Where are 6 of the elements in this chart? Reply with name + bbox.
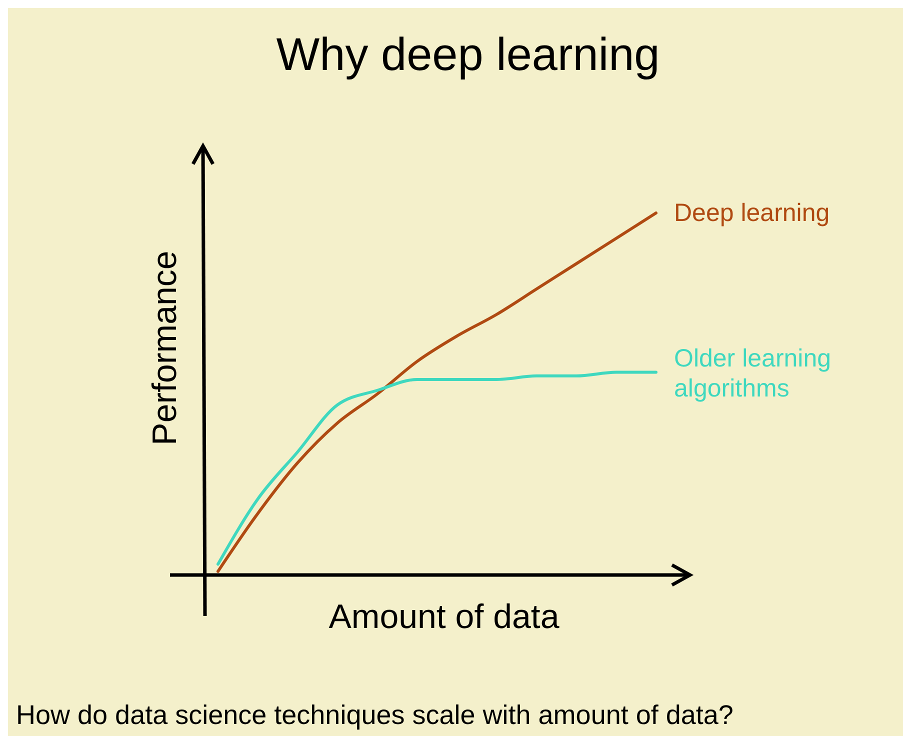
- series-label: Older learning algorithms: [674, 344, 832, 402]
- chart-title: Why deep learning: [276, 28, 660, 80]
- x-axis-title: Amount of data: [328, 598, 560, 636]
- y-axis-title: Performance: [146, 250, 184, 446]
- text: How do data science techniques scale with amount of data?: [16, 700, 734, 730]
- series-label: Deep learning: [674, 199, 830, 227]
